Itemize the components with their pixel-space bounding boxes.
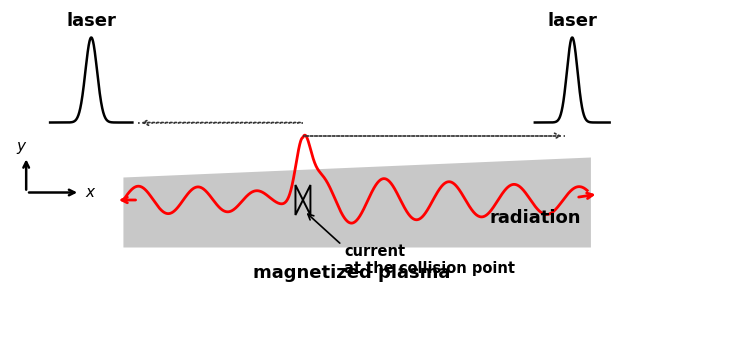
Polygon shape [123,158,591,247]
Text: radiation: radiation [490,209,581,227]
Text: laser: laser [67,13,116,30]
Text: magnetized plasma: magnetized plasma [253,264,450,282]
Text: x: x [85,185,94,200]
Text: y: y [16,139,25,154]
Text: laser: laser [548,13,597,30]
Text: current
at the collision point: current at the collision point [344,244,515,276]
